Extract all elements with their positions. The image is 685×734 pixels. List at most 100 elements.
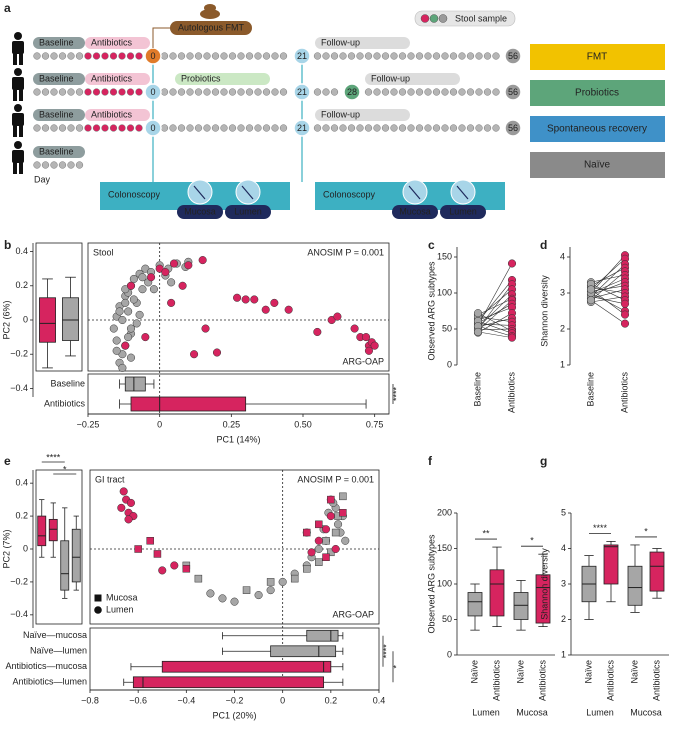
stool-bead <box>381 88 390 96</box>
y-tick-label: 3 <box>560 287 565 297</box>
stool-bead <box>390 124 398 132</box>
pair-line <box>477 279 513 322</box>
pair-line <box>590 274 626 283</box>
stool-bead <box>330 52 339 60</box>
pair-line <box>590 258 626 290</box>
site-pill <box>225 205 271 219</box>
point <box>126 324 136 333</box>
stool-bead <box>160 124 169 132</box>
point <box>121 298 130 307</box>
point <box>290 574 299 583</box>
stool-bead <box>237 52 245 60</box>
stool-bead <box>67 52 75 60</box>
point <box>182 565 191 573</box>
stool-bead <box>186 88 194 96</box>
axis-title: Shannon diversity <box>539 548 549 620</box>
stool-bead <box>390 88 398 96</box>
stool-bead <box>50 161 58 169</box>
stool-bead <box>441 88 449 96</box>
box <box>60 540 70 591</box>
stool-bead <box>237 124 245 132</box>
phase-label: Baseline <box>39 109 74 119</box>
box <box>489 569 505 617</box>
phase-pill <box>315 37 410 49</box>
stool-bead <box>364 52 373 60</box>
stool-bead <box>135 88 143 96</box>
y-tick-label: 2 <box>561 614 566 624</box>
y-tick-label: −0.4 <box>10 383 28 393</box>
stool-bead <box>92 124 101 132</box>
stool-bead <box>492 52 500 60</box>
stool-bead <box>58 88 67 96</box>
stool-bead <box>135 52 143 60</box>
point <box>321 525 331 534</box>
point <box>124 333 133 342</box>
point <box>364 346 373 355</box>
day-marker <box>293 83 311 101</box>
x-tick-label: Baseline <box>585 372 595 407</box>
point <box>141 333 150 342</box>
panel-label: f <box>428 454 433 468</box>
site-icon <box>402 179 428 205</box>
phase-label: Antibiotics <box>91 37 133 47</box>
phase-pill <box>33 37 85 49</box>
y-tick-label: 150 <box>437 543 452 553</box>
point <box>112 346 121 355</box>
stool-bead <box>118 52 126 60</box>
site-icon <box>193 185 206 200</box>
axis-title: PC1 (20%) <box>212 710 256 720</box>
person-icon <box>13 162 17 174</box>
stool-bead <box>407 88 415 96</box>
box-label: Naïve—mucosa <box>23 630 87 640</box>
x-tick-label: 0.75 <box>366 419 384 429</box>
site-label: Mucosa <box>399 206 431 216</box>
x-tick-label: 0.50 <box>294 419 312 429</box>
panel-label: e <box>4 454 11 468</box>
pair-line <box>477 294 513 328</box>
y-tick-label: −0.2 <box>10 349 28 359</box>
box <box>627 565 643 606</box>
panel-label: a <box>4 1 11 15</box>
point <box>118 363 127 372</box>
stool-bead <box>109 124 118 132</box>
stool-bead <box>228 88 237 96</box>
x-tick-label: Naïve <box>629 660 639 684</box>
y-tick-label: 1 <box>561 649 566 659</box>
y-tick-label: 0 <box>23 314 28 324</box>
point <box>250 295 259 304</box>
point <box>138 285 147 294</box>
legend-bead <box>420 14 430 23</box>
colonoscopy-label: Colonoscopy <box>323 189 376 199</box>
connector <box>152 27 172 48</box>
stool-bead <box>203 52 211 60</box>
stool-bead <box>339 124 347 132</box>
panel-label: g <box>540 454 547 468</box>
x-tick-label: Antibiotics <box>537 660 547 702</box>
stool-bead <box>441 124 449 132</box>
stool-bead <box>449 52 458 60</box>
point <box>124 515 133 524</box>
x-tick-label: −0.4 <box>177 695 195 705</box>
stool-bead <box>458 52 466 60</box>
person-icon <box>12 41 24 54</box>
stool-bead <box>279 52 288 60</box>
stool-bead <box>75 52 84 60</box>
sig-label: **** <box>46 452 61 462</box>
stool-bead <box>177 52 186 60</box>
point <box>284 305 293 314</box>
group-label: Probiotics <box>575 88 619 99</box>
x-tick-label: Antibiotics <box>491 660 501 702</box>
stool-bead <box>33 161 41 169</box>
point <box>169 259 179 268</box>
box <box>535 574 551 624</box>
stool-bead <box>101 52 109 60</box>
day-marker <box>144 83 162 101</box>
stool-bead <box>126 88 135 96</box>
stool-bead <box>483 52 492 60</box>
point <box>184 261 193 270</box>
stool-bead <box>186 124 194 132</box>
x-tick-label: Baseline <box>472 372 482 407</box>
point <box>278 577 287 586</box>
person-icon <box>19 89 23 101</box>
